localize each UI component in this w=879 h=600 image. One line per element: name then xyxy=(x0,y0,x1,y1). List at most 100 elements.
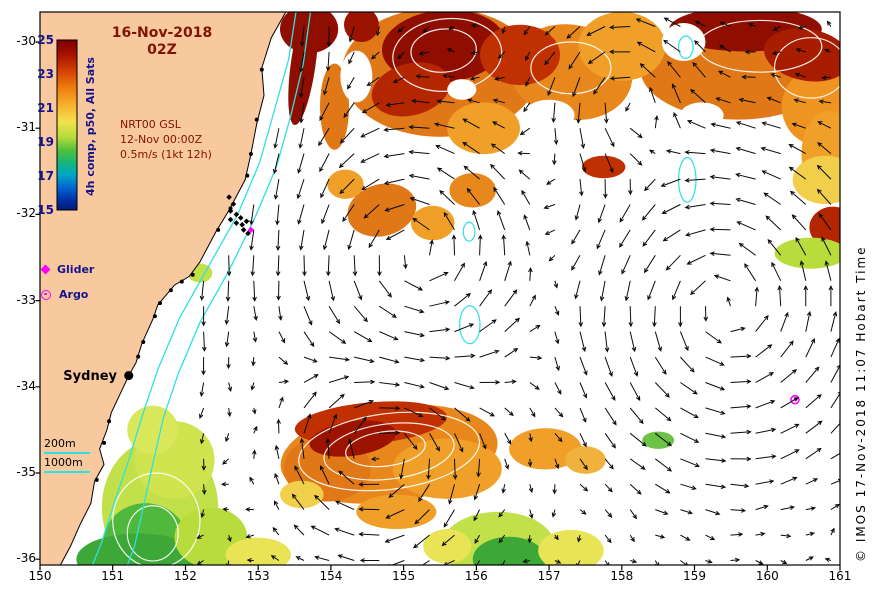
colorbar-tick-label: 17 xyxy=(37,169,54,183)
glider-track-point xyxy=(237,215,244,221)
colorbar-tick-label: 21 xyxy=(37,101,54,115)
coastal-town-dot xyxy=(254,117,259,122)
coastal-town-dot xyxy=(94,477,99,482)
y-axis-tick-label: -30 xyxy=(16,34,36,48)
product-datetime: 12-Nov 00:00Z xyxy=(120,133,203,146)
map-layers xyxy=(40,12,840,565)
coastal-town-dot xyxy=(259,67,264,72)
sst-patch xyxy=(371,62,451,117)
sst-patch xyxy=(578,12,666,81)
depth-1000m-label: 1000m xyxy=(44,456,83,469)
x-axis-tick-label: 151 xyxy=(101,569,125,583)
sst-patch xyxy=(809,206,840,249)
glider-highlight-marker xyxy=(247,226,255,234)
sst-contour-line xyxy=(345,430,426,468)
sst-contour-line xyxy=(323,422,455,481)
sst-patch xyxy=(472,536,546,565)
argo-marker-icon xyxy=(41,289,51,300)
sst-contour-line xyxy=(410,28,477,73)
sst-patch xyxy=(344,12,379,42)
sst-patch xyxy=(279,480,324,509)
x-axis-tick-label: 154 xyxy=(319,569,343,583)
argo-float-marker xyxy=(790,394,800,405)
colorbar-tick-label: 19 xyxy=(37,135,54,149)
y-axis-tick-label: -35 xyxy=(16,465,36,479)
sst-patch xyxy=(449,173,496,208)
glider-track-point xyxy=(245,230,251,237)
sst-contour-line xyxy=(126,505,179,562)
x-axis-tick-label: 156 xyxy=(464,569,488,583)
coastal-town-dot xyxy=(157,301,162,306)
bathymetry-contour-loop xyxy=(677,35,694,59)
y-axis-tick-label: -34 xyxy=(16,378,36,393)
sst-patch xyxy=(423,529,472,564)
sst-patch xyxy=(661,23,706,61)
coastal-town-dot xyxy=(245,173,250,178)
coastal-town-dot xyxy=(152,314,157,319)
legend-argo: Argo xyxy=(41,288,88,301)
sst-patch xyxy=(356,494,437,530)
glider-track-point xyxy=(226,194,232,200)
legend-glider-label: Glider xyxy=(57,263,95,276)
sst-patch xyxy=(679,102,724,129)
legend-glider: Glider xyxy=(40,263,95,276)
x-axis-tick-label: 157 xyxy=(537,569,561,583)
sst-contour-line xyxy=(773,37,840,99)
colorbar-tick-label: 25 xyxy=(37,33,54,47)
sst-contour-line xyxy=(697,19,823,73)
sst-patch xyxy=(479,24,560,86)
sst-contour-line xyxy=(298,411,481,492)
sst-patch xyxy=(347,183,417,237)
product-name: NRT00 GSL xyxy=(120,118,181,131)
plot-title-hour: 02Z xyxy=(147,42,177,58)
product-annotation: NRT00 GSL 12-Nov 00:00Z 0.5m/s (1kt 12h) xyxy=(120,117,212,162)
glider-track-point xyxy=(240,227,247,233)
glider-track-point xyxy=(243,218,250,225)
x-axis-tick-label: 161 xyxy=(828,569,852,583)
sst-contour-line xyxy=(392,17,503,92)
glider-marker-icon xyxy=(40,264,51,275)
sydney-marker xyxy=(124,371,134,381)
coastline xyxy=(59,12,287,565)
bathymetry-contour-loop xyxy=(459,305,481,345)
x-axis-tick-label: 150 xyxy=(28,569,52,583)
x-axis-tick-label: 153 xyxy=(246,569,270,583)
colorbar-tick-label: 23 xyxy=(37,67,54,81)
bathymetry-contour-line xyxy=(126,12,312,565)
sst-patch xyxy=(581,155,626,179)
x-axis-tick-label: 152 xyxy=(174,569,197,583)
plot-frame xyxy=(39,11,841,566)
sst-patch xyxy=(410,205,455,241)
depth-200m-label: 200m xyxy=(44,437,76,450)
imos-watermark: © IMOS 17-Nov-2018 11:07 Hobart Time xyxy=(854,245,868,562)
plot-title: 16-Nov-2018 02Z xyxy=(110,25,214,59)
sst-patch xyxy=(565,446,606,474)
coastal-town-dot xyxy=(168,288,173,293)
coastal-town-dot xyxy=(190,272,195,277)
sst-patch xyxy=(509,428,582,470)
current-vector-field xyxy=(196,17,840,565)
sst-patch xyxy=(127,405,179,455)
argo-marker-dot xyxy=(44,292,47,296)
plot-title-date: 16-Nov-2018 xyxy=(111,25,213,41)
sst-contour-line xyxy=(112,472,201,565)
colorbar-label: 4h comp, p50, All Sats xyxy=(84,57,97,196)
depth-200m-contour-sample xyxy=(44,452,90,454)
glider-track-point xyxy=(227,216,234,223)
sst-patch xyxy=(538,529,604,565)
sst-patch xyxy=(774,237,840,269)
depth-1000m-contour-sample xyxy=(44,471,90,473)
x-axis-tick-label: 160 xyxy=(755,569,779,583)
sst-patch xyxy=(340,50,373,103)
coastal-town-dot xyxy=(179,279,184,284)
glider-track-point xyxy=(227,208,234,214)
sst-patch xyxy=(642,431,675,449)
legend-argo-label: Argo xyxy=(59,288,89,301)
x-axis-tick-label: 155 xyxy=(392,569,416,583)
colorbar xyxy=(56,39,78,211)
y-axis-tick-label: -31 xyxy=(16,120,36,135)
sst-patch xyxy=(76,533,200,565)
coastal-town-dot xyxy=(107,419,112,424)
y-axis-tick-label: -32 xyxy=(16,206,36,221)
